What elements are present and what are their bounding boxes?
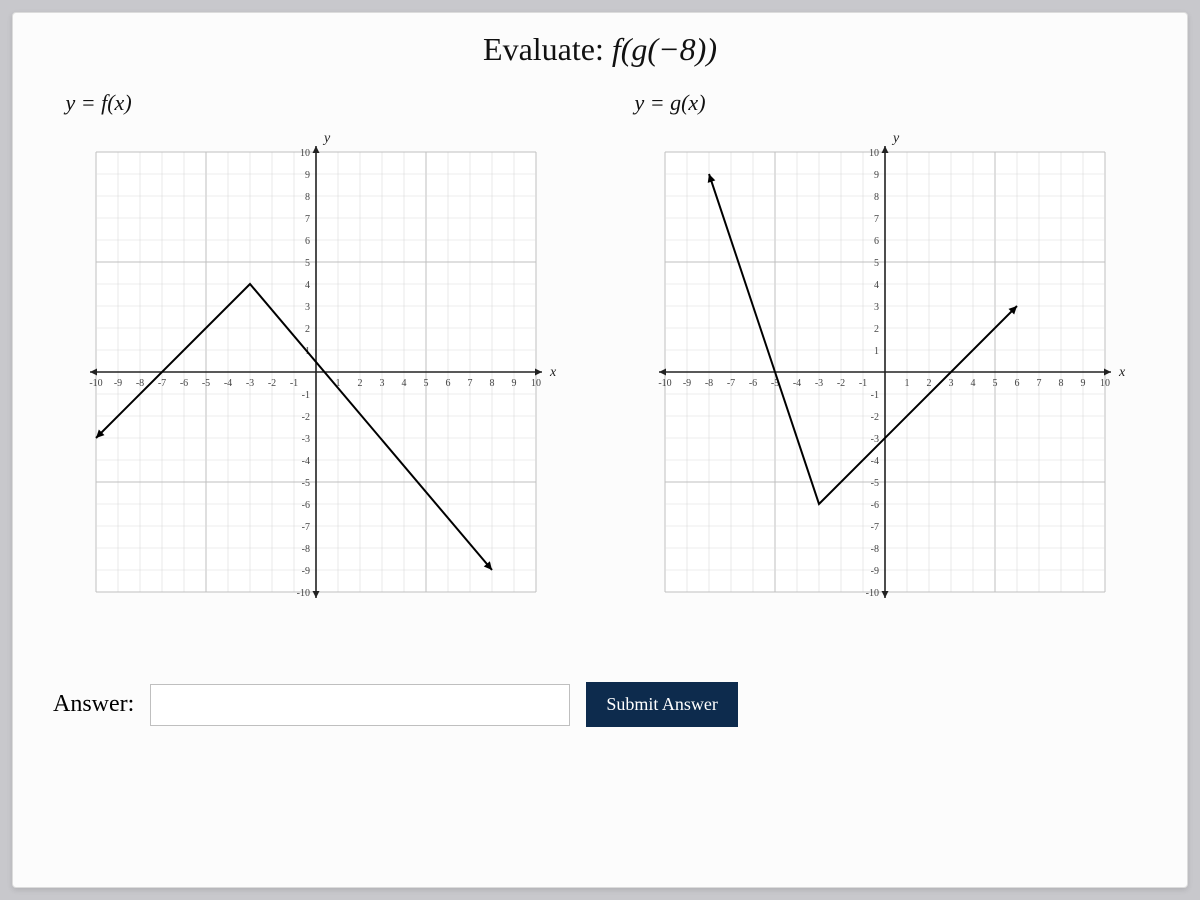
svg-text:-9: -9 <box>113 378 121 389</box>
svg-text:x: x <box>1118 365 1126 380</box>
charts-row: y = f(x) x y -10 -9 -8 -7 -6 -5 -4 -3 -2 -1 1 2 3 4 5 6 7 8… <box>13 90 1187 622</box>
svg-text:-8: -8 <box>870 544 878 555</box>
answer-label: Answer: <box>53 691 134 718</box>
svg-text:-10: -10 <box>89 378 102 389</box>
question-card: Evaluate: f(g(−8)) y = f(x) x y -10 -9 -8 -7 -… <box>12 12 1188 888</box>
svg-text:-10: -10 <box>296 588 309 599</box>
svg-text:6: 6 <box>305 236 310 247</box>
svg-text:7: 7 <box>305 214 310 225</box>
svg-text:-1: -1 <box>858 378 866 389</box>
svg-text:9: 9 <box>874 170 879 181</box>
chart-g-block: y = g(x) x y -10 -9 -8 -7 -6 -5 -4 -3 -2 -1 1 2 3 4 5 6 7 8… <box>635 90 1135 622</box>
svg-text:9: 9 <box>1080 378 1085 389</box>
svg-text:-10: -10 <box>865 588 878 599</box>
svg-text:-9: -9 <box>870 566 878 577</box>
svg-text:5: 5 <box>992 378 997 389</box>
svg-text:-7: -7 <box>301 522 309 533</box>
svg-text:9: 9 <box>305 170 310 181</box>
svg-text:-1: -1 <box>301 390 309 401</box>
svg-text:10: 10 <box>1100 378 1110 389</box>
svg-text:-3: -3 <box>870 434 878 445</box>
svg-text:-7: -7 <box>726 378 734 389</box>
submit-button[interactable]: Submit Answer <box>586 682 738 727</box>
svg-text:-7: -7 <box>157 378 165 389</box>
svg-text:-4: -4 <box>223 378 231 389</box>
svg-text:5: 5 <box>305 258 310 269</box>
svg-text:-6: -6 <box>179 378 187 389</box>
svg-text:-6: -6 <box>870 500 878 511</box>
svg-text:-7: -7 <box>870 522 878 533</box>
svg-text:4: 4 <box>401 378 406 389</box>
svg-text:-1: -1 <box>870 390 878 401</box>
svg-text:10: 10 <box>531 378 541 389</box>
svg-text:8: 8 <box>874 192 879 203</box>
svg-text:9: 9 <box>511 378 516 389</box>
svg-text:-2: -2 <box>301 412 309 423</box>
svg-text:8: 8 <box>1058 378 1063 389</box>
svg-text:-1: -1 <box>289 378 297 389</box>
svg-text:2: 2 <box>926 378 931 389</box>
svg-text:7: 7 <box>874 214 879 225</box>
answer-input[interactable] <box>150 684 570 726</box>
title-prefix: Evaluate: <box>483 31 612 67</box>
answer-area: Answer: Submit Answer <box>13 622 1187 757</box>
svg-text:-3: -3 <box>301 434 309 445</box>
svg-text:-6: -6 <box>301 500 309 511</box>
svg-text:3: 3 <box>948 378 953 389</box>
svg-text:2: 2 <box>874 324 879 335</box>
svg-text:-3: -3 <box>814 378 822 389</box>
svg-text:y: y <box>891 131 900 146</box>
svg-text:-4: -4 <box>870 456 878 467</box>
svg-text:2: 2 <box>357 378 362 389</box>
svg-text:1: 1 <box>874 346 879 357</box>
chart-f-label: y = f(x) <box>66 90 566 116</box>
svg-text:-8: -8 <box>135 378 143 389</box>
svg-text:4: 4 <box>305 280 310 291</box>
chart-g: x y -10 -9 -8 -7 -6 -5 -4 -3 -2 -1 1 2 3 4 5 6 7 8 9 10 -10 -9 -… <box>635 122 1135 622</box>
svg-text:-4: -4 <box>301 456 309 467</box>
svg-text:10: 10 <box>300 148 310 159</box>
svg-text:-2: -2 <box>267 378 275 389</box>
svg-text:-5: -5 <box>201 378 209 389</box>
svg-text:-4: -4 <box>792 378 800 389</box>
svg-text:-10: -10 <box>658 378 671 389</box>
svg-text:x: x <box>549 365 557 380</box>
svg-text:-5: -5 <box>870 478 878 489</box>
svg-text:-8: -8 <box>704 378 712 389</box>
svg-text:3: 3 <box>379 378 384 389</box>
title-expression: f(g(−8)) <box>612 31 717 67</box>
svg-text:6: 6 <box>1014 378 1019 389</box>
svg-text:4: 4 <box>970 378 975 389</box>
svg-text:10: 10 <box>869 148 879 159</box>
svg-text:-9: -9 <box>301 566 309 577</box>
chart-f-block: y = f(x) xy-10-9-8-7-6-5-4-3-2-112345678… <box>66 90 566 622</box>
svg-text:8: 8 <box>305 192 310 203</box>
svg-text:-2: -2 <box>836 378 844 389</box>
chart-f: xy-10-9-8-7-6-5-4-3-2-112345678910-10-9-… <box>66 122 566 622</box>
svg-text:2: 2 <box>305 324 310 335</box>
question-title: Evaluate: f(g(−8)) <box>13 13 1187 90</box>
svg-text:6: 6 <box>874 236 879 247</box>
svg-text:6: 6 <box>445 378 450 389</box>
svg-text:1: 1 <box>904 378 909 389</box>
svg-text:y: y <box>322 131 331 146</box>
svg-text:3: 3 <box>305 302 310 313</box>
svg-text:7: 7 <box>467 378 472 389</box>
svg-text:4: 4 <box>874 280 879 291</box>
svg-text:7: 7 <box>1036 378 1041 389</box>
svg-text:-8: -8 <box>301 544 309 555</box>
svg-text:-5: -5 <box>301 478 309 489</box>
svg-text:-2: -2 <box>870 412 878 423</box>
svg-text:8: 8 <box>489 378 494 389</box>
svg-text:-9: -9 <box>682 378 690 389</box>
svg-text:5: 5 <box>423 378 428 389</box>
svg-text:5: 5 <box>874 258 879 269</box>
svg-text:-3: -3 <box>245 378 253 389</box>
svg-text:-6: -6 <box>748 378 756 389</box>
chart-g-label: y = g(x) <box>635 90 1135 116</box>
svg-text:3: 3 <box>874 302 879 313</box>
